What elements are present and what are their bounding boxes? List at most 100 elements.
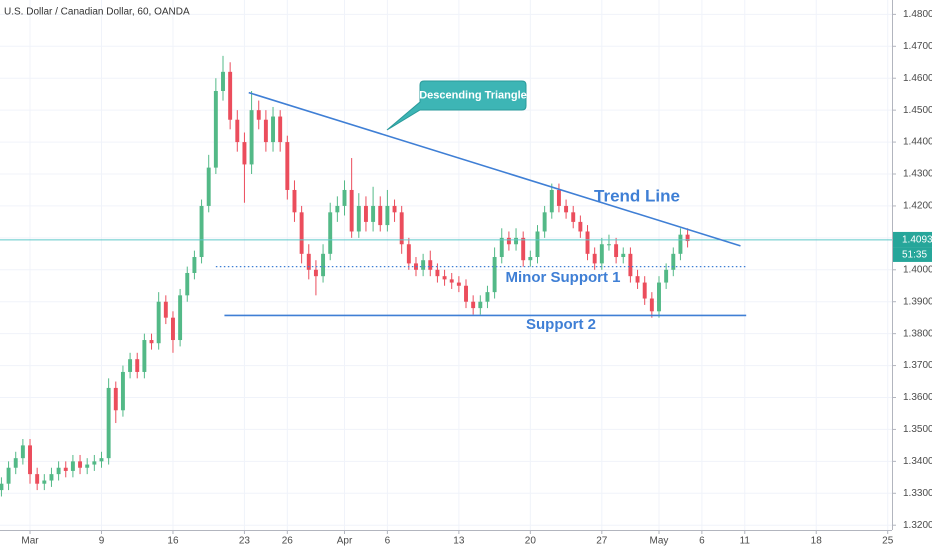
candle-body <box>606 244 611 246</box>
candle-body <box>628 253 633 277</box>
x-tick-label: May <box>650 536 669 547</box>
y-tick-label: 1.47000 <box>903 41 932 52</box>
candle-body <box>642 282 647 299</box>
candle-body <box>399 212 404 245</box>
candle-body <box>664 269 669 283</box>
candle-body <box>528 257 533 261</box>
candle-body <box>521 237 526 261</box>
candle-body <box>271 116 275 143</box>
x-tick-label: 23 <box>239 536 251 547</box>
candle-body <box>263 119 268 143</box>
candle-body <box>449 279 454 283</box>
candle-body <box>442 276 447 280</box>
candle-body <box>356 205 361 232</box>
y-tick-label: 1.38000 <box>903 328 932 339</box>
candle-body <box>678 234 683 254</box>
candle-body <box>135 359 140 372</box>
drawing-label: Minor Support 1 <box>506 269 621 286</box>
candle-body <box>256 110 261 120</box>
candle-body <box>235 119 240 143</box>
candle-body <box>392 205 397 213</box>
candle-body <box>456 282 461 286</box>
y-tick-label: 1.39000 <box>903 296 932 307</box>
candle-body <box>42 480 47 484</box>
x-tick-label: Mar <box>21 536 39 547</box>
last-price-badge <box>893 231 932 248</box>
drawing-label: Support 2 <box>526 316 596 333</box>
x-tick-label: 9 <box>99 536 105 547</box>
candle-body <box>142 340 147 372</box>
candle-body <box>6 467 11 484</box>
candle-body <box>249 110 254 165</box>
candle-body <box>492 257 497 293</box>
y-tick-label: 1.44000 <box>903 137 932 148</box>
candle-body <box>35 474 40 484</box>
candle-body <box>306 253 311 270</box>
candle-body <box>349 189 354 232</box>
candle-body <box>592 253 597 264</box>
candle-body <box>0 483 4 491</box>
x-tick-label: 26 <box>282 536 294 547</box>
candle-body <box>328 212 333 254</box>
candle-body <box>657 282 661 312</box>
candle-body <box>371 205 376 222</box>
candle-body <box>621 253 626 258</box>
x-tick-label: 27 <box>596 536 608 547</box>
candle-body <box>178 295 183 341</box>
candle-body <box>120 371 125 411</box>
candle-body <box>128 359 133 372</box>
x-tick-label: 11 <box>740 536 751 547</box>
candle-body <box>335 205 340 213</box>
x-tick-label: 20 <box>525 536 537 547</box>
candle-body <box>685 234 690 242</box>
candle-body <box>478 301 483 309</box>
candle-body <box>163 301 168 318</box>
candle-body <box>614 244 619 258</box>
callout-text: Descending Triangle <box>419 89 527 101</box>
chart-title: U.S. Dollar / Canadian Dollar, 60, OANDA <box>4 7 190 18</box>
candle-body <box>571 212 576 222</box>
y-tick-label: 1.48000 <box>903 9 932 20</box>
candle-body <box>535 231 540 258</box>
candle-body <box>514 237 519 245</box>
candle-body <box>113 387 118 411</box>
candle-body <box>192 257 197 273</box>
y-tick-label: 1.33000 <box>903 488 932 499</box>
candle-body <box>92 461 97 465</box>
candle-body <box>292 189 297 213</box>
candle-body <box>485 292 490 302</box>
y-tick-label: 1.40000 <box>903 264 932 275</box>
candle-body <box>599 244 604 264</box>
candle-body <box>585 231 590 254</box>
candle-body <box>564 205 569 213</box>
y-tick-label: 1.37000 <box>903 360 932 371</box>
candle-body <box>99 458 104 462</box>
candle-body <box>20 445 25 459</box>
candle-body <box>78 461 83 468</box>
candle-body <box>378 205 383 226</box>
candle-body <box>363 205 368 222</box>
y-tick-label: 1.36000 <box>903 392 932 403</box>
y-tick-label: 1.32000 <box>903 520 932 531</box>
grid <box>0 0 892 530</box>
candle-body <box>70 461 75 471</box>
candle-body <box>542 212 547 232</box>
candle-body <box>635 276 640 283</box>
candle-body <box>549 189 554 213</box>
x-tick-label: 25 <box>882 536 894 547</box>
candle-body <box>13 458 18 468</box>
candle-body <box>464 285 468 302</box>
countdown-badge <box>893 247 932 262</box>
candle-body <box>321 253 326 277</box>
candle-body <box>213 90 218 168</box>
candle-body <box>171 317 175 341</box>
x-tick-label: 16 <box>167 536 179 547</box>
candle-body <box>56 467 61 475</box>
candle-body <box>649 298 654 312</box>
candle-body <box>406 244 411 264</box>
callout: Descending Triangle <box>386 80 527 131</box>
candle-body <box>342 189 347 206</box>
countdown-label: 51:35 <box>902 250 927 261</box>
candle-body <box>428 260 433 270</box>
